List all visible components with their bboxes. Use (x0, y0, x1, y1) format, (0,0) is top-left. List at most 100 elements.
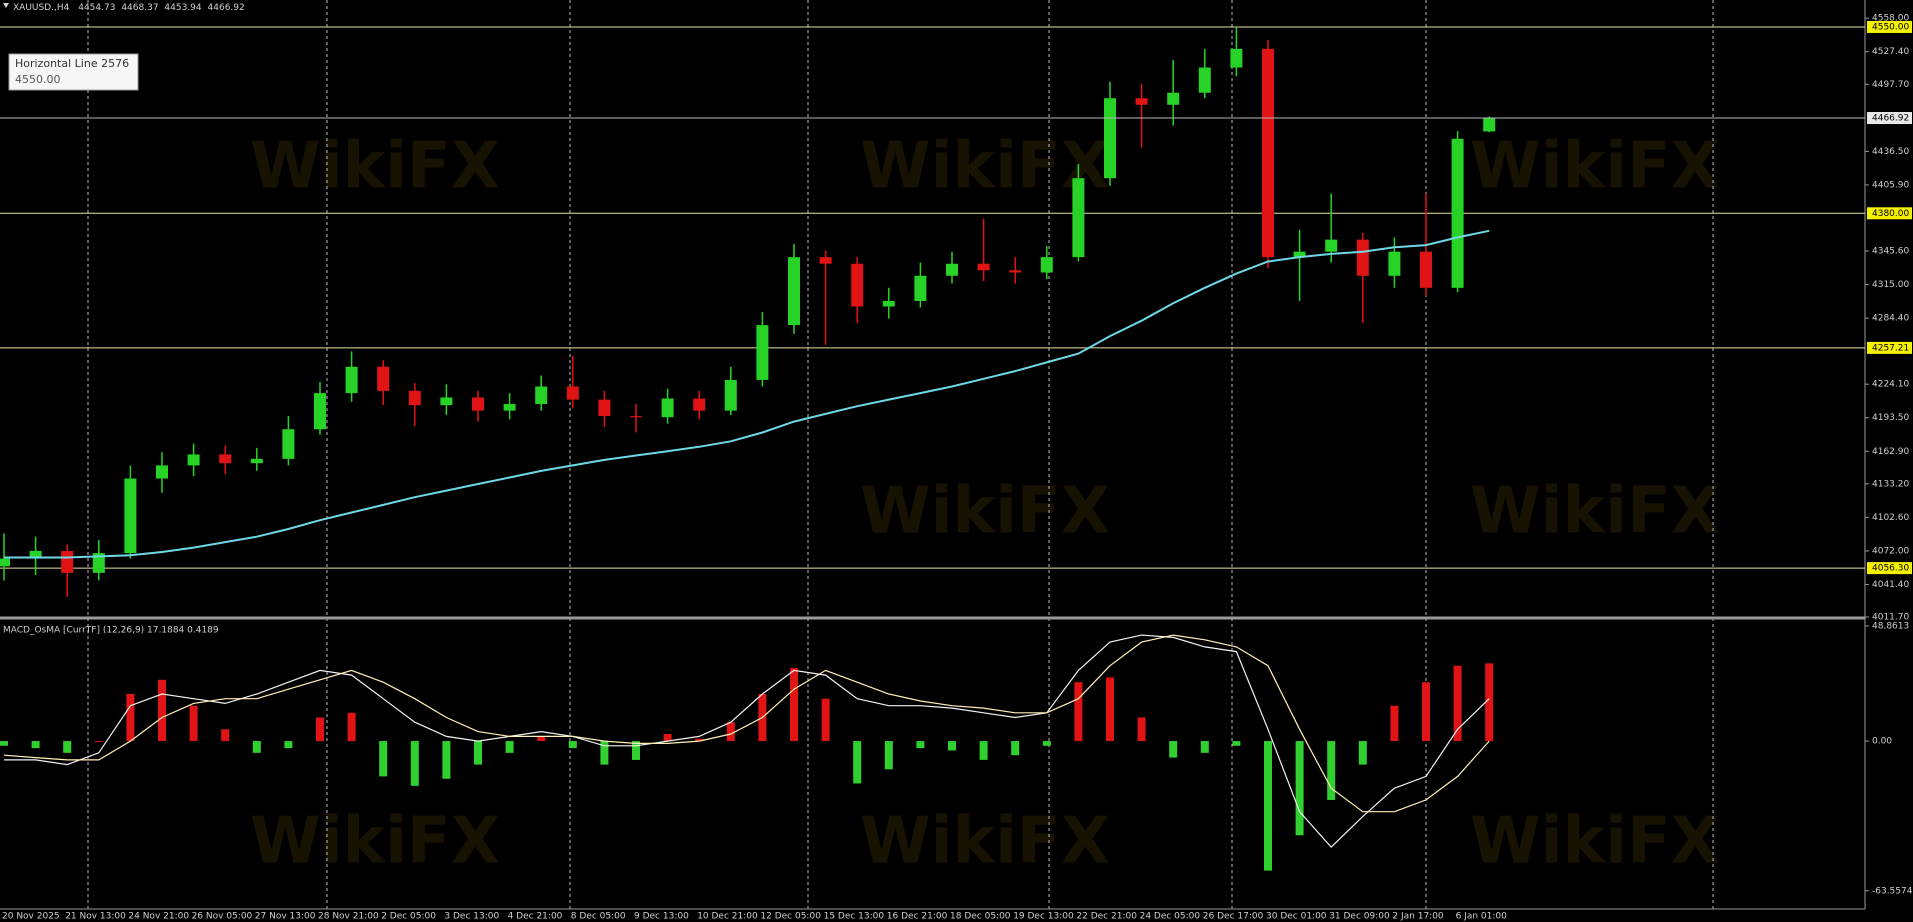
vertical-separators (87, 0, 1714, 909)
x-tick-label: 26 Nov 05:00 (192, 912, 253, 922)
histogram-bar (1358, 741, 1367, 765)
histogram-bar (1137, 717, 1146, 742)
histogram-bar (1106, 677, 1114, 742)
candle-body (0, 558, 10, 567)
histogram-bar (31, 741, 40, 749)
candle-body (630, 416, 642, 418)
histogram-bar (884, 741, 893, 770)
y-tick-label: 4072.00 (1872, 546, 1909, 556)
candle-body (1167, 92, 1180, 105)
y-tick-label: 4193.50 (1872, 413, 1909, 423)
symbol-info: XAUUSD.,H4 4454.73 4468.37 4453.94 4466.… (13, 3, 245, 13)
object-tooltip: Horizontal Line 2576 4550.00 (8, 53, 139, 91)
candle-body (535, 386, 548, 405)
histogram-bar (1264, 741, 1272, 871)
price-label-box (1867, 207, 1912, 220)
candle-body (724, 379, 737, 411)
x-tick-label: 24 Dec 05:00 (1140, 912, 1201, 922)
x-tick-label: 4 Dec 21:00 (508, 912, 563, 922)
x-tick-label: 24 Nov 21:00 (128, 912, 189, 922)
candle-body (92, 553, 105, 573)
candle-body (61, 550, 74, 573)
histogram-bar (1327, 741, 1336, 800)
histogram-bar (505, 741, 514, 753)
histogram-bar (442, 741, 451, 779)
x-tick-label: 20 Nov 2025 (2, 912, 60, 922)
candle-body (250, 458, 263, 464)
price-label-box (1867, 20, 1912, 33)
histogram-bar (1074, 682, 1083, 742)
price-label: 4257.21 (1872, 343, 1909, 353)
candle-body (440, 397, 453, 406)
x-tick-label: 2 Jan 17:00 (1392, 912, 1444, 922)
x-tick-label: 15 Dec 13:00 (824, 912, 885, 922)
histogram-bar (63, 741, 72, 753)
y-tick-label: 0.00 (1872, 737, 1892, 747)
candle-body (914, 275, 927, 301)
x-tick-label: 12 Dec 05:00 (760, 912, 821, 922)
candle-body (1230, 48, 1243, 68)
watermark: WikiFX (1470, 475, 1720, 549)
y-tick-label: 4102.60 (1872, 513, 1909, 523)
symbol-menu-arrow (3, 3, 9, 8)
candle-body (156, 465, 168, 479)
x-tick-label: 22 Dec 21:00 (1076, 912, 1137, 922)
candle-body (1104, 98, 1116, 179)
low-price: 4453.94 (164, 3, 201, 13)
candle-body (1072, 178, 1085, 258)
candle-body (282, 429, 295, 459)
y-tick-label: 4224.10 (1872, 380, 1909, 390)
x-tick-label: 9 Dec 13:00 (634, 912, 689, 922)
y-tick-label: 4315.00 (1872, 280, 1909, 290)
histogram-bar (568, 741, 577, 749)
histogram-bar (284, 741, 293, 749)
histogram-bar (158, 679, 166, 742)
watermark: WikiFX (1470, 805, 1720, 879)
price-label-box (1867, 562, 1912, 575)
candle-body (598, 399, 611, 417)
plot: 4558.00 4527.40 4497.70 4436.50 4405.90 4345.… (0, 14, 1913, 922)
x-tick-label: 28 Nov 21:00 (318, 912, 379, 922)
histogram-bar (600, 741, 609, 765)
histogram-bar (316, 717, 324, 742)
candle-body (1388, 251, 1401, 276)
watermark: WikiFX (250, 130, 500, 204)
y-tick-label: -63.5574 (1872, 886, 1913, 896)
candle-body (1420, 251, 1432, 288)
histogram-bar (537, 736, 546, 742)
histogram-bar (790, 668, 798, 742)
current-price-box (1867, 112, 1912, 125)
histogram-bar (916, 741, 925, 749)
x-tick-label: 3 Dec 13:00 (444, 912, 499, 922)
candle-body (693, 398, 706, 411)
histogram-bar (1011, 741, 1020, 756)
symbol: XAUUSD.,H4 (13, 3, 70, 13)
moving-average (4, 229, 1490, 559)
y-tick-label: 4527.40 (1872, 47, 1909, 57)
high-price: 4468.37 (121, 3, 158, 13)
y-tick-label: 4558.00 (1872, 14, 1909, 24)
candle-body (124, 478, 137, 554)
candle-body (377, 366, 390, 391)
candle-body (788, 257, 800, 326)
candle-body (1040, 257, 1053, 273)
candle-body (977, 263, 990, 271)
y-tick-label: 4436.50 (1872, 147, 1909, 157)
x-tick-label: 21 Nov 13:00 (65, 912, 126, 922)
candle-body (187, 454, 200, 466)
x-tick-label: 18 Dec 05:00 (950, 912, 1011, 922)
histogram-bar (221, 729, 230, 742)
x-tick-label: 2 Dec 05:00 (381, 912, 436, 922)
histogram-bar (0, 741, 8, 746)
histogram-bar (663, 733, 672, 742)
current-price-label: 4466.92 (1872, 114, 1909, 124)
price-label: 4380.00 (1872, 209, 1909, 219)
x-tick-label: 6 Jan 01:00 (1456, 912, 1508, 922)
y-tick-label: 4041.40 (1872, 580, 1909, 590)
candle-body (819, 257, 832, 264)
histogram-bar (252, 741, 261, 753)
histogram-bar (1295, 741, 1304, 836)
candle-body (1009, 270, 1022, 273)
